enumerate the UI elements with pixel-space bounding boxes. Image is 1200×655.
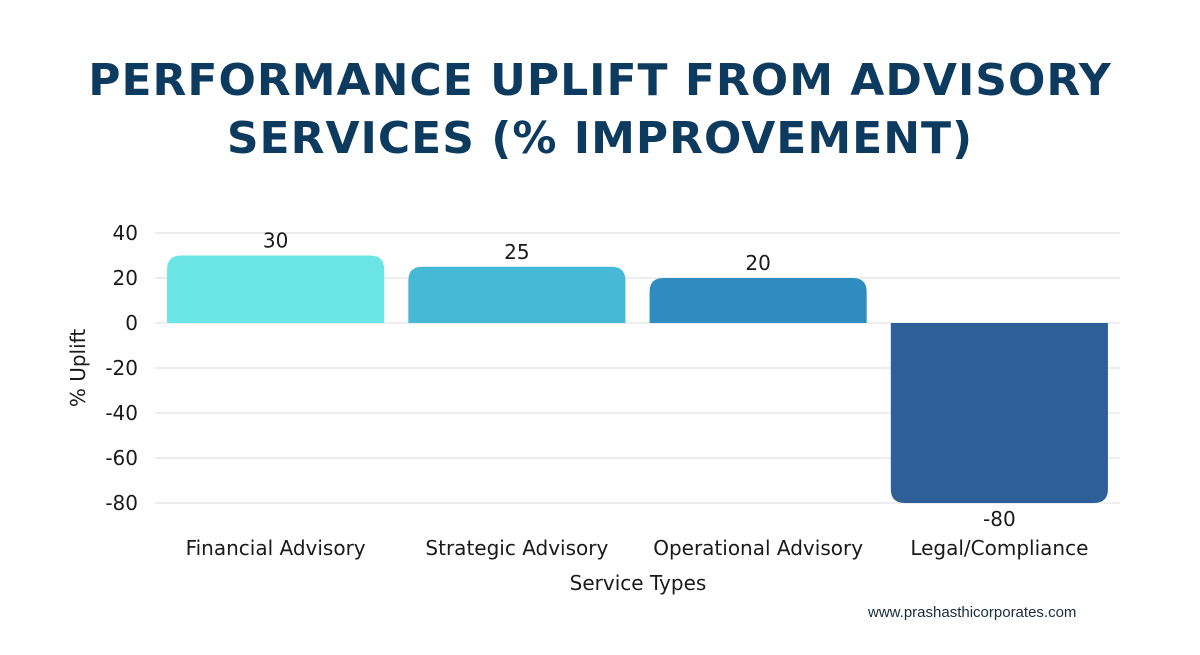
y-tick-label-1: 20 [113,266,138,290]
bar-0 [167,255,385,323]
y-tick-label-3: -20 [105,356,138,380]
x-tick-label-1: Strategic Advisory [425,536,608,560]
y-axis-label: % Uplift [66,329,90,407]
bar-1 [408,266,626,323]
y-tick-label-0: 40 [113,221,138,245]
data-label-2: 20 [745,251,770,275]
y-tick-label-6: -80 [105,491,138,515]
data-label-3: -80 [983,507,1016,531]
x-tick-label-0: Financial Advisory [186,536,366,560]
y-tick-label-4: -40 [105,401,138,425]
chart-title-line-1: PERFORMANCE UPLIFT FROM ADVISORY [88,55,1112,106]
data-label-1: 25 [504,240,529,264]
bar-3 [890,323,1108,503]
bars [167,255,1108,503]
y-tick-label-5: -60 [105,446,138,470]
y-tick-label-2: 0 [125,311,138,335]
data-label-0: 30 [263,229,288,253]
x-tick-label-2: Operational Advisory [653,536,863,560]
x-tick-label-3: Legal/Compliance [910,536,1088,560]
bar-2 [649,278,867,323]
x-axis-label: Service Types [570,571,707,595]
x-axis-ticks: Financial Advisory Strategic Advisory Oper… [186,536,1089,560]
data-labels: 30 25 20 -80 [263,229,1016,532]
chart-title-line-2: SERVICES (% IMPROVEMENT) [226,113,974,164]
footer-url: www.prashasthicorporates.com [868,604,1077,621]
y-axis-ticks: 40 20 0 -20 -40 -60 -80 [105,221,138,515]
chart-title: PERFORMANCE UPLIFT FROM ADVISORY SERVICE… [0,52,1200,168]
